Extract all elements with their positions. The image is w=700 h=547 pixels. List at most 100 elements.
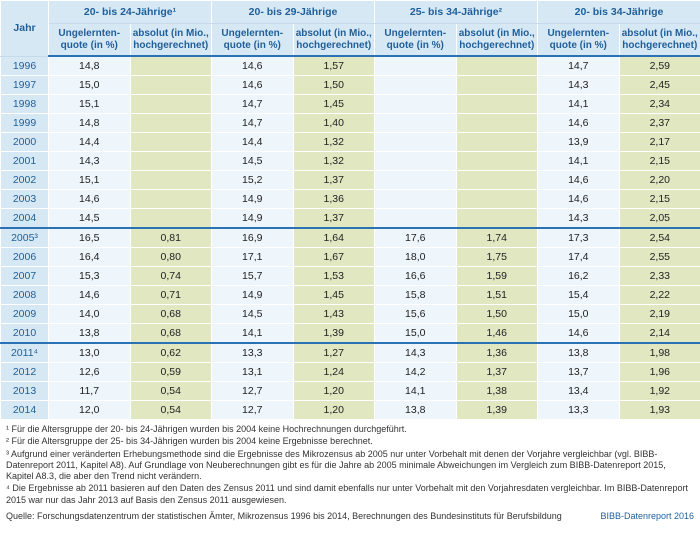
cell-abs (456, 114, 538, 133)
cell-abs: 1,51 (456, 286, 538, 305)
cell-abs: 1,45 (293, 286, 375, 305)
group-header-0: 20- bis 24-Jährige¹ (49, 1, 212, 24)
cell-abs: 2,15 (619, 190, 700, 209)
cell-quote: 18,0 (375, 248, 457, 267)
cell-quote: 14,7 (212, 95, 294, 114)
cell-quote: 13,4 (538, 382, 620, 401)
table-row: 200914,00,6814,51,4315,61,5015,02,19 (1, 305, 700, 324)
sub-header-1-0: Ungelernten- quote (in %) (212, 24, 294, 57)
table-row: 201013,80,6814,11,3915,01,4614,62,14 (1, 324, 700, 344)
cell-abs: 2,55 (619, 248, 700, 267)
cell-quote: 14,6 (212, 56, 294, 76)
cell-quote: 14,3 (538, 209, 620, 229)
table-row: 199715,014,61,5014,32,45 (1, 76, 700, 95)
cell-quote: 17,3 (538, 228, 620, 248)
cell-quote: 15,2 (212, 171, 294, 190)
table-row: 201412,00,5412,71,2013,81,3913,31,93 (1, 401, 700, 420)
footnote-line: ⁴ Die Ergebnisse ab 2011 basieren auf de… (6, 483, 694, 506)
cell-quote: 14,9 (212, 190, 294, 209)
cell-abs: 1,27 (293, 343, 375, 363)
cell-year: 2003 (1, 190, 49, 209)
cell-quote: 14,2 (375, 363, 457, 382)
cell-abs: 1,24 (293, 363, 375, 382)
cell-quote: 15,1 (49, 171, 131, 190)
cell-quote: 17,1 (212, 248, 294, 267)
cell-quote: 14,6 (538, 190, 620, 209)
cell-abs: 2,34 (619, 95, 700, 114)
cell-year: 1997 (1, 76, 49, 95)
cell-abs: 0,80 (130, 248, 212, 267)
cell-quote: 15,1 (49, 95, 131, 114)
cell-abs: 1,20 (293, 401, 375, 420)
cell-quote: 14,0 (49, 305, 131, 324)
cell-quote: 13,3 (212, 343, 294, 363)
cell-abs: 1,59 (456, 267, 538, 286)
cell-quote: 15,0 (49, 76, 131, 95)
cell-abs (456, 152, 538, 171)
cell-abs: 0,54 (130, 382, 212, 401)
cell-quote: 14,1 (375, 382, 457, 401)
table-row: 201212,60,5913,11,2414,21,3713,71,96 (1, 363, 700, 382)
cell-year: 2011⁴ (1, 343, 49, 363)
cell-quote: 14,5 (212, 152, 294, 171)
cell-abs: 1,92 (619, 382, 700, 401)
cell-year: 2014 (1, 401, 49, 420)
table-row: 199914,814,71,4014,62,37 (1, 114, 700, 133)
cell-quote: 16,2 (538, 267, 620, 286)
cell-year: 2005³ (1, 228, 49, 248)
cell-abs (456, 95, 538, 114)
cell-quote (375, 152, 457, 171)
cell-abs: 1,74 (456, 228, 538, 248)
cell-quote: 14,1 (538, 152, 620, 171)
cell-quote: 14,6 (49, 190, 131, 209)
table-row: 199815,114,71,4514,12,34 (1, 95, 700, 114)
cell-abs: 2,20 (619, 171, 700, 190)
cell-quote: 15,3 (49, 267, 131, 286)
cell-year: 2012 (1, 363, 49, 382)
cell-year: 2008 (1, 286, 49, 305)
cell-quote (375, 114, 457, 133)
cell-abs (456, 76, 538, 95)
cell-quote: 13,8 (49, 324, 131, 344)
group-header-1: 20- bis 29-Jährige (212, 1, 375, 24)
cell-abs: 0,54 (130, 401, 212, 420)
cell-abs: 1,39 (293, 324, 375, 344)
cell-abs: 1,50 (293, 76, 375, 95)
cell-abs: 2,37 (619, 114, 700, 133)
cell-year: 2007 (1, 267, 49, 286)
footnote-line: ² Für die Altersgruppe der 25- bis 34-Jä… (6, 436, 694, 447)
table-row: 200814,60,7114,91,4515,81,5115,42,22 (1, 286, 700, 305)
cell-quote: 14,1 (212, 324, 294, 344)
cell-quote: 14,8 (49, 114, 131, 133)
cell-quote: 14,4 (49, 133, 131, 152)
cell-abs: 1,32 (293, 133, 375, 152)
cell-year: 2013 (1, 382, 49, 401)
cell-quote (375, 209, 457, 229)
cell-quote: 15,0 (375, 324, 457, 344)
col-year-header: Jahr (1, 1, 49, 57)
cell-abs: 1,39 (456, 401, 538, 420)
cell-abs: 1,46 (456, 324, 538, 344)
cell-quote: 13,7 (538, 363, 620, 382)
table-row: 2005³16,50,8116,91,6417,61,7417,32,54 (1, 228, 700, 248)
sub-header-2-1: absolut (in Mio., hochgerechnet) (456, 24, 538, 57)
cell-quote: 14,6 (538, 114, 620, 133)
cell-quote: 16,9 (212, 228, 294, 248)
cell-quote: 12,6 (49, 363, 131, 382)
cell-abs: 2,19 (619, 305, 700, 324)
cell-abs: 1,64 (293, 228, 375, 248)
cell-quote (375, 171, 457, 190)
cell-quote: 14,6 (538, 171, 620, 190)
cell-abs (456, 171, 538, 190)
cell-abs (130, 133, 212, 152)
cell-quote (375, 190, 457, 209)
cell-abs (130, 114, 212, 133)
cell-year: 2010 (1, 324, 49, 344)
cell-quote: 14,8 (49, 56, 131, 76)
cell-quote: 13,3 (538, 401, 620, 420)
cell-year: 1996 (1, 56, 49, 76)
cell-abs: 1,37 (293, 171, 375, 190)
cell-abs: 2,54 (619, 228, 700, 248)
cell-quote: 14,9 (212, 286, 294, 305)
cell-quote: 15,8 (375, 286, 457, 305)
